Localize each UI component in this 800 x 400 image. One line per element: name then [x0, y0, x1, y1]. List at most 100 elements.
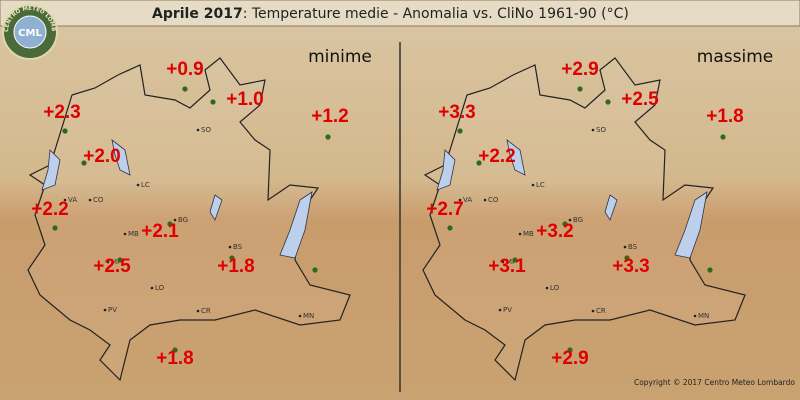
- city-dot: [106, 260, 110, 264]
- region-outline: [27, 57, 351, 382]
- anomaly-label: +3.3: [438, 102, 476, 123]
- anomaly-label: +2.7: [426, 199, 464, 220]
- station-dot: [707, 267, 713, 273]
- copyright: Copyright © 2017 Centro Meteo Lombardo: [634, 378, 795, 387]
- city-dot: [123, 232, 127, 236]
- station-dot: [325, 134, 331, 140]
- station-dot: [167, 221, 173, 227]
- city-label: CO: [488, 196, 499, 204]
- anomaly-label: +2.0: [83, 146, 121, 167]
- title-rest: : Temperature medie - Anomalia vs. CliNo…: [243, 6, 629, 22]
- anomaly-label: +2.5: [93, 256, 131, 277]
- station-dot: [182, 86, 188, 92]
- city-dot: [483, 198, 487, 202]
- city-label: VA: [68, 196, 77, 204]
- city-dot: [531, 183, 535, 187]
- panels: minime SO LC CO VA BG MB BS MI LO CR PV MN +0.9 +1.0 +2…: [27, 47, 773, 382]
- lake: [674, 191, 708, 259]
- city-label: MN: [698, 312, 709, 320]
- anomaly-label: +2.1: [141, 221, 179, 242]
- panel-label: massime: [697, 47, 773, 67]
- city-label: LO: [550, 284, 560, 292]
- title-bar: [0, 0, 800, 27]
- station-dot: [52, 225, 58, 231]
- title-bold: Aprile 2017: [152, 6, 243, 22]
- anomaly-label: +1.8: [217, 256, 255, 277]
- city-dot: [103, 308, 107, 312]
- station-dot: [229, 255, 235, 261]
- panel: minime SO LC CO VA BG MB BS MI LO CR PV MN +0.9 +1.0 +2…: [27, 47, 372, 382]
- city-label: LO: [155, 284, 165, 292]
- lake: [279, 191, 313, 259]
- anomaly-label: +3.2: [536, 221, 574, 242]
- lake: [41, 149, 61, 191]
- lake: [604, 194, 618, 221]
- city-dot: [545, 286, 549, 290]
- station-dot: [62, 128, 68, 134]
- anomaly-label: +2.2: [31, 199, 69, 220]
- station-dot: [605, 99, 611, 105]
- city-dot: [518, 232, 522, 236]
- lake: [209, 194, 223, 221]
- city-dot: [88, 198, 92, 202]
- station-dot: [210, 99, 216, 105]
- anomaly-label: +1.8: [706, 106, 744, 127]
- region-outline: [422, 57, 746, 382]
- anomaly-label: +2.3: [43, 102, 81, 123]
- city-dot: [501, 260, 505, 264]
- city-dot: [458, 198, 462, 202]
- city-dot: [591, 128, 595, 132]
- lake: [506, 139, 526, 176]
- city-dot: [568, 218, 572, 222]
- city-dot: [196, 309, 200, 313]
- station-dot: [562, 221, 568, 227]
- anomaly-label: +2.9: [561, 59, 599, 80]
- city-dot: [228, 245, 232, 249]
- city-dot: [173, 218, 177, 222]
- city-label: SO: [596, 126, 606, 134]
- station-dot: [476, 160, 482, 166]
- city-dot: [150, 286, 154, 290]
- city-dot: [136, 183, 140, 187]
- station-dot: [624, 255, 630, 261]
- station-dot: [81, 160, 87, 166]
- city-label: MB: [523, 230, 534, 238]
- city-label: PV: [503, 306, 512, 314]
- anomaly-label: +1.0: [226, 89, 264, 110]
- city-label: LC: [536, 181, 545, 189]
- city-label: VA: [463, 196, 472, 204]
- anomaly-label: +2.5: [621, 89, 659, 110]
- anomaly-label: +3.3: [612, 256, 650, 277]
- city-dot: [63, 198, 67, 202]
- station-dot: [567, 347, 573, 353]
- station-dot: [312, 267, 318, 273]
- city-dot: [623, 245, 627, 249]
- anomaly-label: +1.2: [311, 106, 349, 127]
- city-label: CO: [93, 196, 104, 204]
- city-dot: [693, 314, 697, 318]
- city-label: PV: [108, 306, 117, 314]
- city-dot: [298, 314, 302, 318]
- station-dot: [720, 134, 726, 140]
- city-label: CR: [596, 307, 606, 315]
- city-label: MN: [303, 312, 314, 320]
- station-dot: [172, 347, 178, 353]
- city-label: BS: [628, 243, 638, 251]
- panel: massime SO LC CO VA BG MB BS MI LO CR PV MN +2.9 +2.5 +…: [422, 47, 773, 382]
- title: Aprile 2017: Temperature medie - Anomali…: [152, 6, 629, 22]
- city-label: BG: [178, 216, 188, 224]
- logo-core: [13, 15, 47, 49]
- anomaly-label: +0.9: [166, 59, 204, 80]
- station-dot: [117, 257, 123, 263]
- panel-label: minime: [308, 47, 372, 67]
- logo-abbr: CML: [18, 28, 42, 39]
- city-label: MI: [111, 258, 119, 266]
- city-label: LC: [141, 181, 150, 189]
- lake: [111, 139, 131, 176]
- city-dot: [498, 308, 502, 312]
- city-label: BS: [233, 243, 243, 251]
- city-label: BG: [573, 216, 583, 224]
- lake: [436, 149, 456, 191]
- anomaly-label: +3.1: [488, 256, 526, 277]
